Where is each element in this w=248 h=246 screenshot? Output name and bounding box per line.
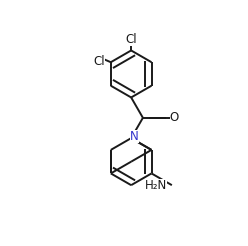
Text: O: O [170,111,179,124]
Text: Cl: Cl [125,33,137,46]
Text: N: N [130,130,139,143]
Text: H₂N: H₂N [145,179,167,192]
Text: Cl: Cl [94,55,105,68]
